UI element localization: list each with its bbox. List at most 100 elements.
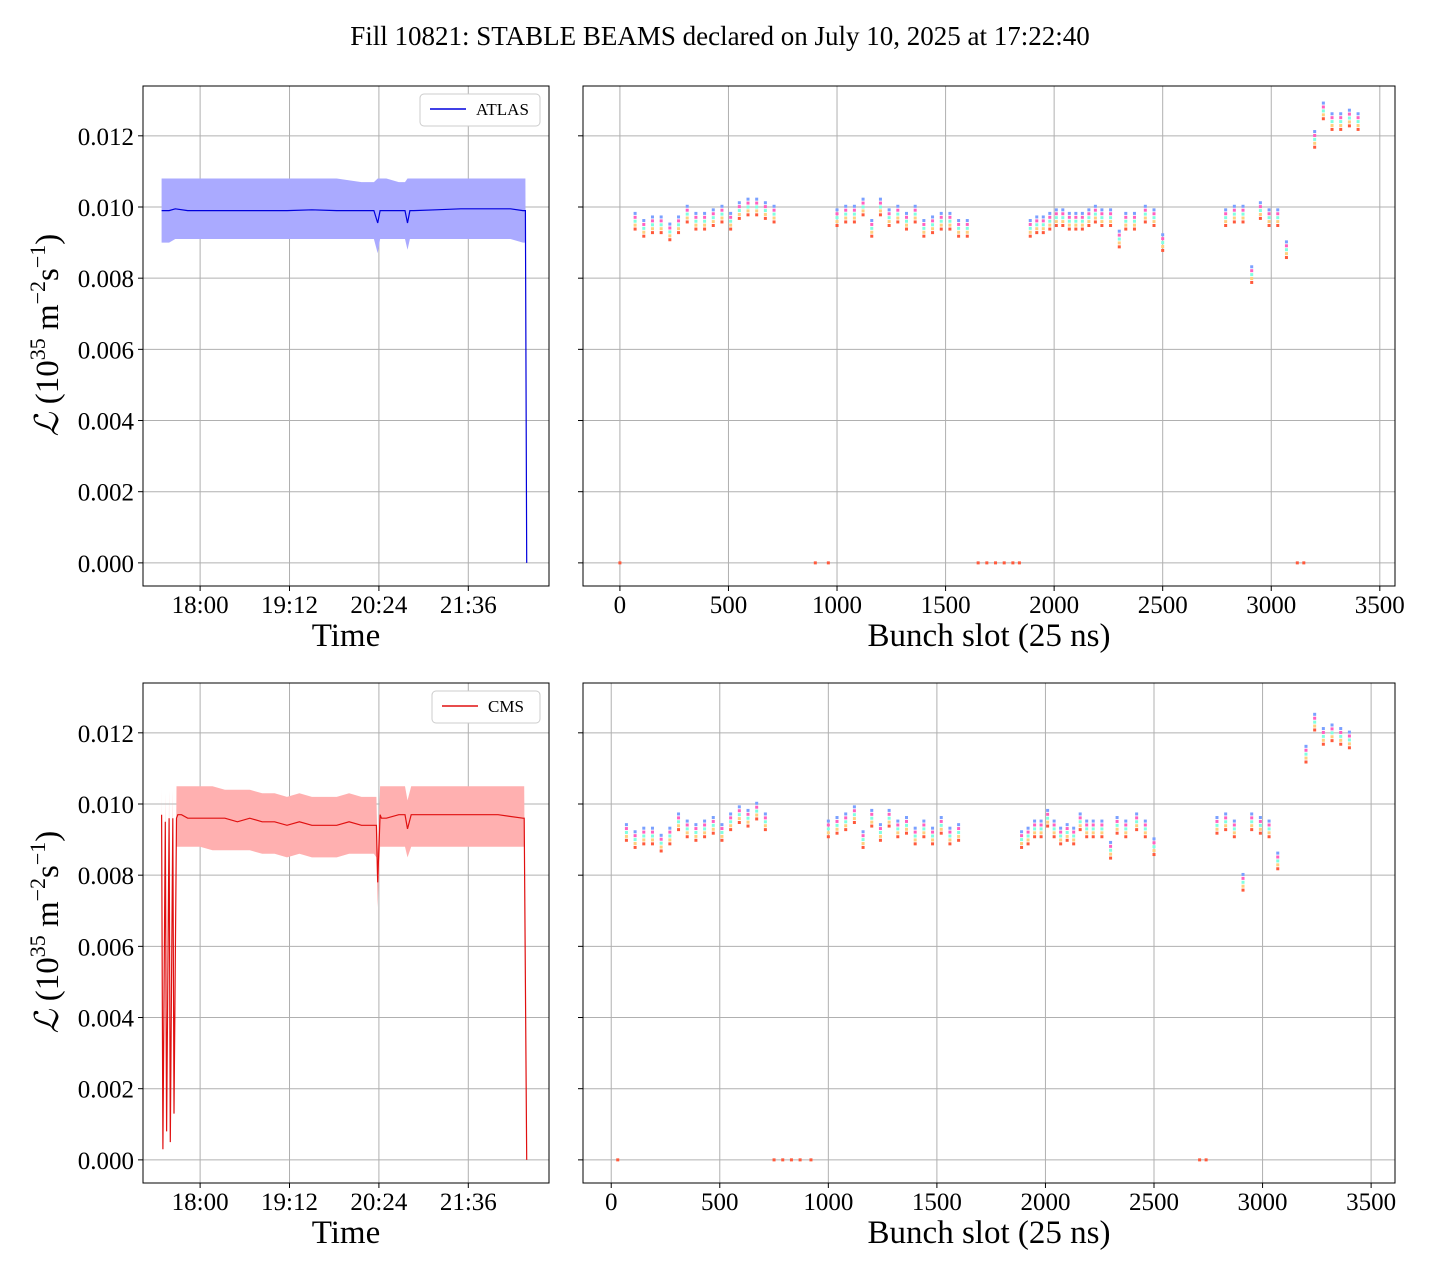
bunch-point	[711, 220, 715, 224]
bunch-point	[703, 219, 707, 223]
bunch-point	[1100, 216, 1104, 220]
bunch-point	[1067, 227, 1071, 231]
bunch-point	[633, 223, 637, 227]
bunch-point	[913, 830, 917, 834]
bunch-point	[618, 561, 622, 565]
bunch-point	[1204, 1158, 1208, 1162]
bunch-point	[1276, 216, 1280, 220]
bunch-point	[1059, 826, 1063, 830]
bunch-point	[1132, 215, 1136, 219]
bunch-point	[1330, 739, 1334, 743]
bunch-point	[694, 823, 698, 827]
bunch-point	[1087, 224, 1091, 228]
bunch-point	[1124, 823, 1128, 827]
x-tick-label: 19:12	[261, 592, 318, 619]
bunch-point	[1039, 819, 1043, 823]
cms-bunch-axes-frame	[582, 682, 1396, 1184]
bunch-point	[1074, 211, 1078, 215]
x-tick-label: 2500	[1138, 592, 1188, 619]
bunch-point	[1232, 220, 1236, 224]
bunch-point	[1347, 120, 1351, 124]
bunch-point	[1321, 101, 1325, 105]
bunch-point	[1115, 827, 1119, 831]
bunch-point	[633, 834, 637, 838]
ylabel-exp1: 35	[25, 338, 50, 360]
bunch-point	[1143, 819, 1147, 823]
ylabel-open: (10	[30, 957, 66, 1009]
bunch-point	[746, 816, 750, 820]
x-tick-label: 21:36	[440, 592, 497, 619]
bunch-point	[624, 838, 628, 842]
bunch-point	[1224, 224, 1228, 228]
bunch-point	[957, 226, 961, 230]
bunch-point	[1321, 734, 1325, 738]
bunch-point	[887, 208, 891, 212]
bunch-point	[659, 849, 663, 853]
bunch-point	[1250, 820, 1254, 824]
bunch-point	[1276, 863, 1280, 867]
bunch-point	[1313, 133, 1317, 137]
bunch-point	[1087, 220, 1091, 224]
cms-bunch-x-label: Bunch slot (25 ns)	[868, 1215, 1111, 1251]
bunch-point	[1100, 827, 1104, 831]
bunch-point	[1028, 222, 1032, 226]
bunch-point	[957, 234, 961, 238]
bunch-point	[1087, 212, 1091, 216]
bunch-point	[904, 223, 908, 227]
bunch-point	[948, 215, 952, 219]
bunch-point	[1065, 823, 1069, 827]
bunch-point	[1267, 220, 1271, 224]
bunch-point	[931, 842, 935, 846]
bunch-point	[913, 208, 917, 212]
bunch-point	[746, 812, 750, 816]
x-tick-label: 0	[614, 592, 627, 619]
bunch-point	[1241, 872, 1245, 876]
bunch-point	[1132, 219, 1136, 223]
bunch-point	[1313, 145, 1317, 149]
atlas-luminosity-band	[161, 178, 527, 563]
bunch-point	[1011, 561, 1015, 565]
bunch-point	[1080, 219, 1084, 223]
bunch-point	[896, 216, 900, 220]
bunch-point	[913, 842, 917, 846]
bunch-point	[939, 227, 943, 231]
bunch-point	[957, 219, 961, 223]
bunch-point	[1124, 827, 1128, 831]
bunch-point	[1080, 223, 1084, 227]
bunch-point	[1035, 219, 1039, 223]
bunch-point	[1143, 204, 1147, 208]
bunch-point	[1161, 244, 1165, 248]
x-tick-label: 500	[701, 1189, 739, 1216]
bunch-point	[844, 812, 848, 816]
bunch-point	[878, 197, 882, 201]
bunch-point	[922, 835, 926, 839]
bunch-point	[844, 212, 848, 216]
bunch-point	[1330, 735, 1334, 739]
bunch-point	[1232, 823, 1236, 827]
atlas-bunch-grid	[583, 86, 1395, 586]
bunch-point	[861, 209, 865, 213]
bunch-point	[1035, 215, 1039, 219]
bunch-point	[755, 197, 759, 201]
bunch-point	[965, 219, 969, 223]
bunch-point	[737, 821, 741, 825]
bunch-point	[1258, 827, 1262, 831]
cms-bunch-panel: 0 500 1000 1500 2000 2500 3000 3500 Bunch slot …	[578, 682, 1396, 1251]
bunch-point	[659, 223, 663, 227]
bunch-point	[1347, 746, 1351, 750]
bunch-point	[1241, 888, 1245, 892]
bunch-point	[976, 561, 980, 565]
ylabel-mid2: s	[30, 865, 66, 878]
bunch-point	[694, 227, 698, 231]
bunch-point	[1250, 273, 1254, 277]
bunch-point	[642, 222, 646, 226]
bunch-point	[1313, 728, 1317, 732]
bunch-point	[948, 211, 952, 215]
bunch-point	[1304, 760, 1308, 764]
bunch-point	[878, 213, 882, 217]
bunch-point	[677, 215, 681, 219]
bunch-point	[694, 219, 698, 223]
bunch-point	[772, 1158, 776, 1162]
bunch-point	[642, 234, 646, 238]
